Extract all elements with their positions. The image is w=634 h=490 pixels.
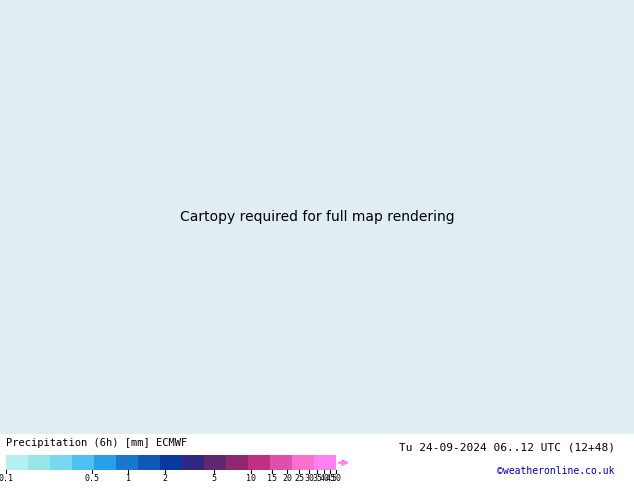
Bar — [72, 455, 94, 470]
Text: 20: 20 — [282, 474, 292, 483]
Text: Cartopy required for full map rendering: Cartopy required for full map rendering — [179, 210, 455, 224]
Text: 1: 1 — [126, 474, 131, 483]
Bar — [182, 455, 204, 470]
Text: 2: 2 — [163, 474, 168, 483]
Bar — [270, 455, 292, 470]
Bar — [6, 455, 29, 470]
Bar — [29, 455, 50, 470]
Text: 35: 35 — [312, 474, 322, 483]
Bar — [94, 455, 116, 470]
Bar — [292, 455, 314, 470]
Text: 50: 50 — [331, 474, 341, 483]
Text: Tu 24-09-2024 06..12 UTC (12+48): Tu 24-09-2024 06..12 UTC (12+48) — [399, 442, 615, 452]
Text: 45: 45 — [325, 474, 335, 483]
Bar — [248, 455, 270, 470]
Bar — [116, 455, 138, 470]
Bar — [160, 455, 182, 470]
Text: 40: 40 — [319, 474, 329, 483]
Bar — [314, 455, 336, 470]
Bar — [226, 455, 248, 470]
Text: 25: 25 — [294, 474, 304, 483]
Bar — [138, 455, 160, 470]
Text: 5: 5 — [211, 474, 216, 483]
Text: 0.1: 0.1 — [0, 474, 14, 483]
Text: 0.5: 0.5 — [84, 474, 99, 483]
Text: ©weatheronline.co.uk: ©weatheronline.co.uk — [498, 466, 615, 476]
Text: 10: 10 — [245, 474, 256, 483]
Text: 30: 30 — [304, 474, 314, 483]
Text: Precipitation (6h) [mm] ECMWF: Precipitation (6h) [mm] ECMWF — [6, 438, 188, 448]
Text: 15: 15 — [267, 474, 277, 483]
Bar — [50, 455, 72, 470]
Bar — [204, 455, 226, 470]
